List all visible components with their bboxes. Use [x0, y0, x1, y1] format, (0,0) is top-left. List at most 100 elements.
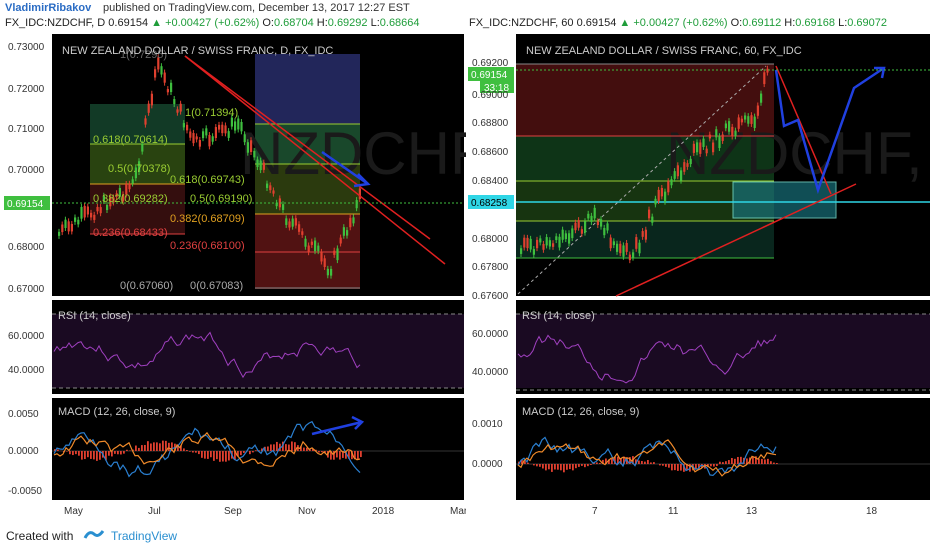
- candle: [555, 236, 558, 241]
- published-text: published on TradingView.com, December 1…: [103, 2, 410, 14]
- arrow-drawing[interactable]: [774, 66, 885, 195]
- histogram-bar: [638, 460, 640, 464]
- candle: [230, 117, 233, 127]
- rsi-tick: 40.0000: [472, 367, 509, 378]
- histogram-bar: [333, 451, 335, 460]
- candle: [106, 204, 109, 211]
- histogram-bar: [653, 462, 655, 464]
- arrow-drawing[interactable]: [321, 150, 369, 186]
- histogram-bar: [524, 461, 526, 464]
- right-symbol[interactable]: FX_IDC:NZDCHF, 60: [469, 17, 574, 29]
- tradingview-link[interactable]: TradingView: [111, 529, 178, 543]
- candle: [314, 240, 317, 252]
- histogram-bar: [129, 450, 131, 451]
- candle: [600, 219, 603, 227]
- candle: [648, 209, 651, 219]
- candle: [320, 251, 323, 262]
- right-candles: [520, 65, 769, 264]
- candle: [307, 245, 310, 253]
- macd-tick: 0.0000: [472, 459, 503, 470]
- histogram-bar: [746, 458, 748, 464]
- time-tick: 18: [866, 506, 878, 517]
- candle: [705, 148, 708, 154]
- candle: [224, 125, 227, 134]
- candle: [683, 162, 686, 172]
- histogram-bar: [177, 444, 179, 451]
- histogram-bar: [330, 451, 332, 460]
- candle: [150, 93, 153, 106]
- right-macd-pane[interactable]: [516, 398, 930, 500]
- trend-line[interactable]: [615, 183, 857, 297]
- histogram-bar: [84, 451, 86, 460]
- candle: [542, 243, 545, 250]
- histogram-bar: [144, 444, 146, 451]
- histogram-bar: [641, 461, 643, 464]
- candle: [170, 82, 173, 93]
- arrow-drawing[interactable]: [311, 420, 363, 436]
- histogram-bar: [180, 445, 182, 451]
- price-tick: 0.69000: [472, 90, 509, 101]
- right-high: 0.69168: [795, 17, 836, 29]
- histogram-bar: [773, 462, 775, 464]
- histogram-bar: [339, 451, 341, 460]
- time-tick: Sep: [224, 506, 242, 517]
- candle: [61, 224, 64, 233]
- fib-label: 0.5(0.70378): [108, 163, 170, 175]
- candle: [622, 245, 625, 257]
- candle: [676, 165, 679, 177]
- left-chart[interactable]: NZDCHF 1(0.71394) 0.618(0.70614) 0.5(0.7…: [0, 34, 466, 522]
- histogram-bar: [285, 444, 287, 451]
- left-high: 0.69292: [327, 17, 368, 29]
- candle: [744, 115, 747, 120]
- histogram-bar: [303, 447, 305, 451]
- histogram-bar: [147, 441, 149, 451]
- left-chart-title: NEW ZEALAND DOLLAR / SWISS FRANC, D, FX_…: [62, 45, 333, 57]
- current-price-tag: 0.69154: [471, 70, 508, 81]
- time-tick: 11: [668, 506, 679, 517]
- candle: [202, 131, 205, 139]
- histogram-bar: [138, 447, 140, 451]
- candle: [545, 237, 548, 246]
- trend-line[interactable]: [184, 55, 446, 265]
- histogram-bar: [213, 451, 215, 461]
- histogram-bar: [66, 451, 68, 452]
- histogram-bar: [659, 464, 661, 466]
- candle: [644, 229, 647, 240]
- left-macd-pane[interactable]: [52, 398, 464, 500]
- left-low: 0.68664: [379, 17, 420, 29]
- histogram-bar: [644, 461, 646, 464]
- left-symbol[interactable]: FX_IDC:NZDCHF, D: [5, 17, 106, 29]
- candle: [756, 105, 759, 116]
- histogram-bar: [776, 463, 778, 464]
- right-chart[interactable]: NZDCHF, 60 NEW ZEALAND DOLLAR / SWISS FR…: [466, 34, 932, 522]
- price-tick: 0.68000: [8, 242, 45, 253]
- candle: [708, 134, 711, 139]
- candle: [740, 118, 743, 123]
- candle: [128, 183, 131, 190]
- histogram-bar: [650, 462, 652, 464]
- histogram-bar: [120, 451, 122, 455]
- author-link[interactable]: VladimirRibakov: [5, 2, 92, 14]
- candle: [227, 131, 230, 138]
- histogram-bar: [276, 441, 278, 451]
- histogram-bar: [87, 451, 89, 458]
- price-tick: 0.67000: [8, 284, 45, 295]
- histogram-bar: [629, 457, 631, 464]
- price-tick: 0.69200: [472, 58, 509, 69]
- histogram-bar: [623, 456, 625, 464]
- trend-line[interactable]: [775, 65, 832, 195]
- candle: [134, 167, 137, 179]
- histogram-bar: [306, 447, 308, 451]
- histogram-bar: [117, 451, 119, 455]
- histogram-bar: [354, 451, 356, 460]
- candle: [753, 116, 756, 128]
- candle: [90, 212, 93, 218]
- trend-line[interactable]: [184, 55, 431, 240]
- histogram-bar: [527, 462, 529, 464]
- left-open: 0.68704: [273, 17, 314, 29]
- candle: [240, 121, 243, 132]
- candle: [237, 118, 240, 130]
- tradingview-logo-icon[interactable]: [83, 527, 107, 543]
- histogram-bar: [695, 464, 697, 470]
- right-open: 0.69112: [742, 17, 782, 29]
